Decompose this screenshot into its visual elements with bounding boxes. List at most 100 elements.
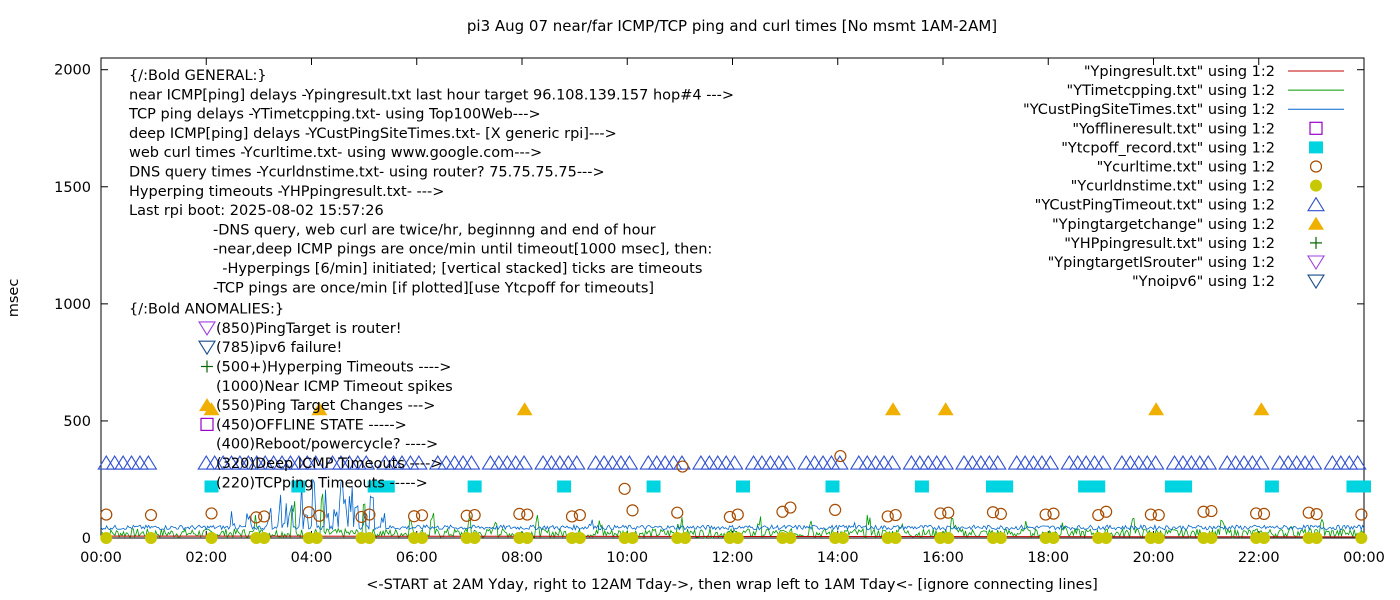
custping-timeout-point: [454, 455, 473, 470]
custping-timeout-point: [542, 455, 561, 470]
curl-point: [731, 508, 744, 521]
legend-label: "YCustPingSiteTimes.txt" using 1:2: [1023, 102, 1275, 118]
custping-timeout-point: [988, 455, 1007, 470]
curl-point: [513, 507, 526, 520]
legend-label: "YHPpingresult.txt" using 1:2: [1064, 236, 1275, 252]
custping-timeout-point: [1173, 455, 1192, 470]
custping-timeout-point: [1226, 455, 1245, 470]
curl-point: [934, 507, 947, 520]
curl-point: [521, 508, 534, 521]
custping-timeout-point: [1112, 455, 1131, 470]
target-change-point: [885, 402, 902, 416]
curl-point: [1302, 506, 1315, 519]
dns-point: [784, 532, 797, 544]
x-tick-label: 14:00: [817, 550, 859, 566]
custping-timeout-point: [936, 455, 955, 470]
custping-timeout-point: [122, 455, 141, 470]
y-axis-label: msec: [6, 279, 22, 318]
tcpoff-point: [736, 480, 751, 493]
curl-point: [565, 510, 579, 523]
curl-point: [881, 510, 894, 523]
curl-point: [1355, 508, 1368, 521]
custping-timeout-point: [1182, 455, 1201, 470]
custping-timeout-point: [1235, 455, 1253, 470]
x-tick-label: 02:00: [185, 550, 227, 566]
x-tick-label: 06:00: [396, 550, 438, 566]
note-indented-line: -TCP pings are once/min [if plotted][use…: [213, 280, 654, 296]
dns-point: [837, 532, 850, 544]
curl-point: [618, 482, 631, 495]
custping-timeout-point: [717, 455, 736, 470]
curl-point: [1144, 508, 1157, 521]
dns-point: [1310, 532, 1323, 544]
custping-timeout-point: [647, 455, 666, 470]
custping-timeout-point: [567, 455, 586, 470]
curl-point: [942, 506, 955, 519]
curl-point: [313, 509, 326, 522]
curl-point: [355, 510, 368, 524]
x-tick-label: 16:00: [922, 550, 964, 566]
custping-timeout-point: [114, 455, 133, 470]
custping-timeout-point: [1007, 455, 1026, 470]
dns-point: [942, 532, 955, 544]
custping-timeout-point: [611, 455, 630, 470]
curl-point: [776, 505, 789, 518]
curl-point: [468, 508, 481, 522]
custping-timeout-point: [822, 455, 841, 470]
custping-timeout-point: [1060, 455, 1079, 470]
legend-label: "YCustPingTimeout.txt" using 1:2: [1035, 198, 1275, 214]
custping-timeout-point: [830, 455, 849, 470]
curl-point: [1197, 505, 1210, 518]
custping-timeout-point: [805, 455, 824, 470]
custping-timeout-point: [489, 455, 508, 470]
anomaly-symbol: [201, 360, 213, 373]
custping-timeout-point: [1340, 455, 1359, 470]
custping-timeout-point: [875, 455, 894, 470]
curl-point: [784, 501, 797, 514]
custping-timeout-point: [919, 455, 938, 470]
legend-swatch: [1309, 121, 1323, 135]
custping-series-line: [100, 478, 1365, 532]
curl-point: [100, 508, 113, 521]
curl-point: [1205, 504, 1218, 518]
x-tick-label: 00:00: [80, 550, 122, 566]
custping-timeout-point: [725, 455, 744, 470]
x-tick-label: 00:00: [1343, 550, 1385, 566]
curl-point: [302, 506, 315, 519]
custping-timeout-point: [1331, 455, 1350, 470]
custping-timeout-point: [858, 455, 877, 470]
dns-point: [363, 532, 376, 544]
dns-point: [310, 532, 323, 544]
custping-timeout-point: [971, 455, 990, 470]
curl-point: [671, 506, 684, 519]
custping-timeout-point: [963, 455, 982, 470]
curl-point: [408, 510, 421, 523]
custping-timeout-point: [1304, 455, 1323, 470]
legend-label: "Ypingtargetchange" using 1:2: [1052, 217, 1275, 233]
tcpoff-point: [467, 480, 482, 493]
custping-timeout-point: [357, 455, 376, 470]
note-general-line: DNS query times -Ycurldnstime.txt- using…: [129, 165, 605, 181]
custping-timeout-point: [1243, 455, 1262, 470]
curl-point: [573, 508, 586, 522]
curl-point: [676, 460, 689, 473]
anomaly-line: (500+)Hyperping Timeouts ---->: [216, 360, 451, 376]
anomaly-line: (785)ipv6 failure!: [216, 340, 342, 356]
custping-timeout-point: [1093, 455, 1112, 470]
anomaly-symbol: [199, 398, 215, 412]
custping-timeout-point: [691, 455, 710, 470]
dns-point: [573, 532, 586, 544]
custping-timeout-point: [1190, 455, 1209, 470]
custping-timeout-point: [797, 455, 816, 470]
dns-point: [521, 532, 534, 544]
custping-timeout-point: [1348, 455, 1367, 470]
dns-point: [679, 532, 692, 544]
dns-point: [468, 532, 481, 544]
dns-point: [205, 532, 218, 544]
legend-swatch: [1310, 179, 1322, 192]
dns-point: [258, 532, 271, 544]
legend: "Ypingresult.txt" using 1:2 "YTimetcpping…: [1023, 64, 1344, 290]
custping-timeout-point: [1085, 455, 1104, 470]
custping-timeout-point: [1287, 455, 1306, 470]
anomaly-line: (850)PingTarget is router!: [216, 321, 402, 337]
